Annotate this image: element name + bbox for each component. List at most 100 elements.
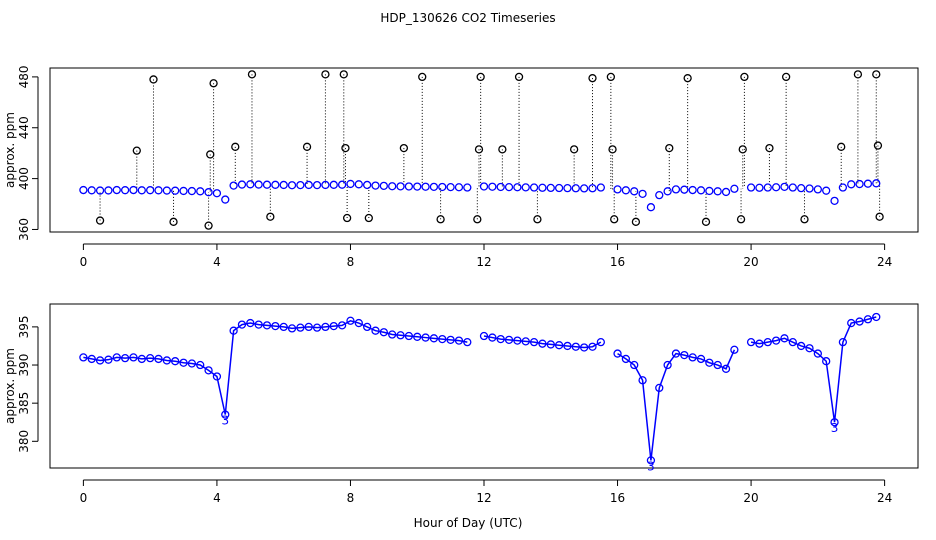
data-point [580, 184, 589, 193]
data-point [521, 183, 530, 192]
data-point [463, 183, 472, 192]
data-point [847, 318, 856, 328]
data-point [221, 195, 230, 204]
data-point [312, 180, 322, 190]
x-tick-label: 16 [610, 255, 625, 269]
y-tick-label: 480 [17, 65, 31, 88]
data-point [569, 145, 579, 154]
data-point [339, 70, 348, 79]
data-point [421, 333, 430, 342]
data-point [504, 335, 514, 345]
x-tick-label: 24 [877, 255, 892, 269]
y-tick-label: 385 [17, 392, 31, 415]
chart-title: HDP_130626 CO2 Timeseries [380, 11, 555, 25]
data-point [746, 183, 756, 192]
data-point [665, 143, 674, 153]
data-point [79, 185, 88, 195]
flag-label: 3 [831, 421, 839, 435]
data-point [346, 179, 355, 189]
data-point [529, 337, 539, 347]
data-point [663, 360, 672, 370]
data-point [95, 356, 105, 365]
data-point [132, 146, 141, 155]
data-point [721, 364, 731, 373]
data-point [680, 185, 689, 194]
data-point [853, 70, 863, 79]
y-tick-label: 380 [17, 430, 31, 453]
data-point [683, 74, 692, 83]
data-point [588, 342, 597, 351]
data-point [513, 336, 522, 345]
data-point [346, 316, 355, 325]
data-point [588, 74, 597, 83]
data-point [830, 418, 839, 427]
data-point [246, 318, 255, 328]
data-point [813, 185, 822, 194]
data-point [514, 72, 524, 82]
data-point [154, 186, 163, 195]
data-point [463, 337, 472, 347]
data-point [396, 182, 405, 191]
data-point [872, 179, 881, 188]
data-point [112, 353, 121, 362]
data-point [872, 312, 881, 322]
data-point [655, 383, 664, 393]
data-point [746, 337, 756, 347]
data-point [262, 180, 272, 189]
data-point [504, 182, 514, 192]
x-tick-label: 12 [476, 255, 491, 269]
data-point [488, 333, 497, 342]
data-point [701, 217, 711, 226]
data-point [254, 320, 263, 329]
data-point [379, 328, 388, 337]
data-point [671, 185, 681, 194]
data-point [730, 345, 739, 354]
data-point [873, 141, 883, 150]
data-point [137, 354, 146, 364]
data-point [363, 180, 372, 190]
data-point [266, 212, 275, 221]
data-point [221, 410, 230, 419]
data-point [454, 336, 464, 345]
data-point [596, 337, 605, 347]
data-point [363, 322, 372, 332]
data-point [630, 360, 639, 370]
data-point [104, 186, 113, 195]
x-axis-label: Hour of Day (UTC) [414, 516, 523, 530]
data-point [529, 183, 539, 192]
data-point [474, 145, 484, 154]
data-point [399, 143, 409, 153]
data-point [580, 343, 589, 352]
x-tick-label: 8 [347, 491, 355, 505]
data-point [546, 183, 555, 193]
data-point [473, 215, 482, 224]
data-point [875, 212, 884, 221]
y-axis-label: approx. ppm [3, 112, 17, 188]
data-point [287, 324, 297, 333]
data-point [563, 183, 572, 193]
data-point [204, 188, 213, 197]
data-point [755, 183, 764, 192]
data-point [822, 357, 831, 366]
data-point [95, 216, 105, 225]
data-point [104, 355, 113, 364]
y-tick-label: 400 [17, 167, 31, 190]
data-point [413, 332, 422, 341]
data-point [797, 341, 806, 351]
data-point [329, 321, 338, 331]
y-tick-label: 390 [17, 354, 31, 377]
data-point [606, 72, 616, 82]
data-point [646, 456, 656, 465]
data-point [730, 184, 739, 193]
data-point [95, 186, 105, 195]
y-tick-label: 395 [17, 315, 31, 338]
data-point [237, 180, 247, 189]
data-point [613, 349, 622, 358]
data-point [554, 183, 564, 193]
data-point [479, 182, 489, 191]
data-point [137, 186, 146, 195]
data-point [354, 318, 363, 328]
data-point [496, 182, 505, 192]
flag-label: 3 [221, 414, 229, 428]
x-tick-label: 4 [213, 255, 221, 269]
